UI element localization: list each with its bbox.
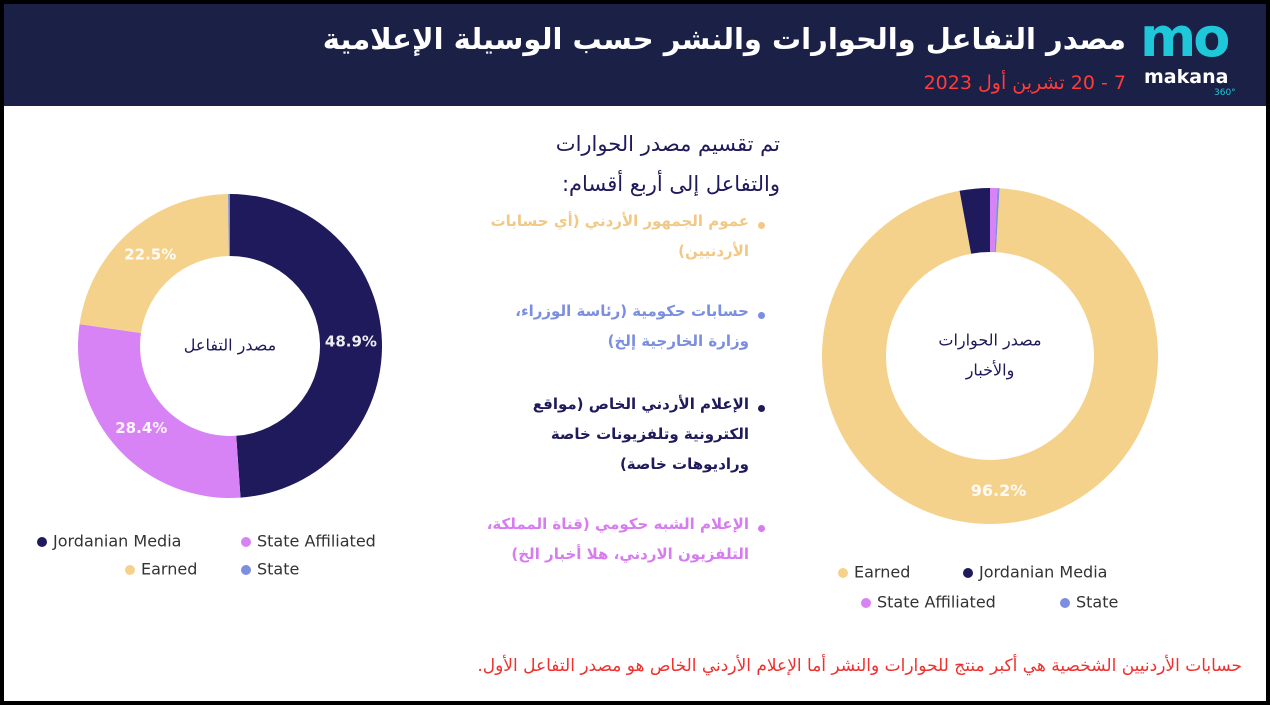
legend-swatch [241,537,251,547]
intro-heading: تم تقسيم مصدر الحوارات [555,132,780,156]
center-label: مصدر الحوارات [938,331,1041,351]
bullet-text: عموم الجمهور الأردني (أي حسابات [490,212,749,230]
logo-name: makana [1144,66,1229,88]
legend-label: State Affiliated [257,532,376,551]
pie-slice [79,194,229,334]
legend-label: State [257,560,299,579]
legend-swatch [838,568,848,578]
legend-label: Earned [854,563,910,582]
bullet-dot [758,222,765,229]
bullet-text: الأردنيين) [678,242,749,260]
bullet-text: الكترونية وتلفزيونات خاصة [550,425,749,443]
pie-slice [959,188,990,254]
value-label: 96.2% [971,481,1027,500]
legend-swatch [861,598,871,608]
bullet-dot [758,405,765,412]
bullet-dot [758,525,765,532]
bullet-text: الإعلام الأردني الخاص (مواقع [532,395,749,413]
legend-label: State Affiliated [877,593,996,612]
logo-mark: mo [1140,6,1230,69]
legend-label: Jordanian Media [978,563,1107,582]
bullet-text: التلفزيون الاردني، هلا أخبار الخ) [511,545,749,563]
pie-slice [822,188,1158,524]
intro-heading: والتفاعل إلى أربع أقسام: [561,172,780,196]
bullet-text: الإعلام الشبه حكومي (قناة المملكة، [486,515,749,533]
value-label: 48.9% [325,332,377,350]
legend-swatch [37,537,47,547]
slide-title: مصدر التفاعل والحوارات والنشر حسب الوسيل… [322,22,1126,56]
legend-swatch [241,565,251,575]
pie-slice [990,188,998,253]
legend-swatch [963,568,973,578]
pie-slice [230,194,383,498]
legend-swatch [125,565,135,575]
legend-label: State [1076,593,1118,612]
bullet-text: وراديوهات خاصة) [619,455,749,473]
legend-swatch [1060,598,1070,608]
value-label: 28.4% [115,419,167,437]
center-label: مصدر التفاعل [184,336,276,356]
footer-note: حسابات الأردنيين الشخصية هي أكبر منتج لل… [477,656,1242,676]
pie-slice [994,188,1000,253]
center-label: والأخبار [965,360,1015,381]
legend-label: Earned [141,560,197,579]
charts: 48.9% 28.4% 22.5% مصدر التفاعل Jordanian Med… [37,188,1158,612]
logo-sub: 360° [1214,88,1236,98]
value-label: 22.5% [124,245,176,263]
legend-label: Jordanian Media [52,532,181,551]
bullet-dot [758,312,765,319]
pie-slice [228,194,230,257]
bullet-text: وزارة الخارجية إلخ) [607,332,749,350]
pie-slice [78,324,241,498]
header-band [4,4,1266,106]
bullet-text: حسابات حكومية (رئاسة الوزراء، [515,302,749,320]
slide-date: 7 - 20 تشرين أول 2023 [923,72,1126,94]
